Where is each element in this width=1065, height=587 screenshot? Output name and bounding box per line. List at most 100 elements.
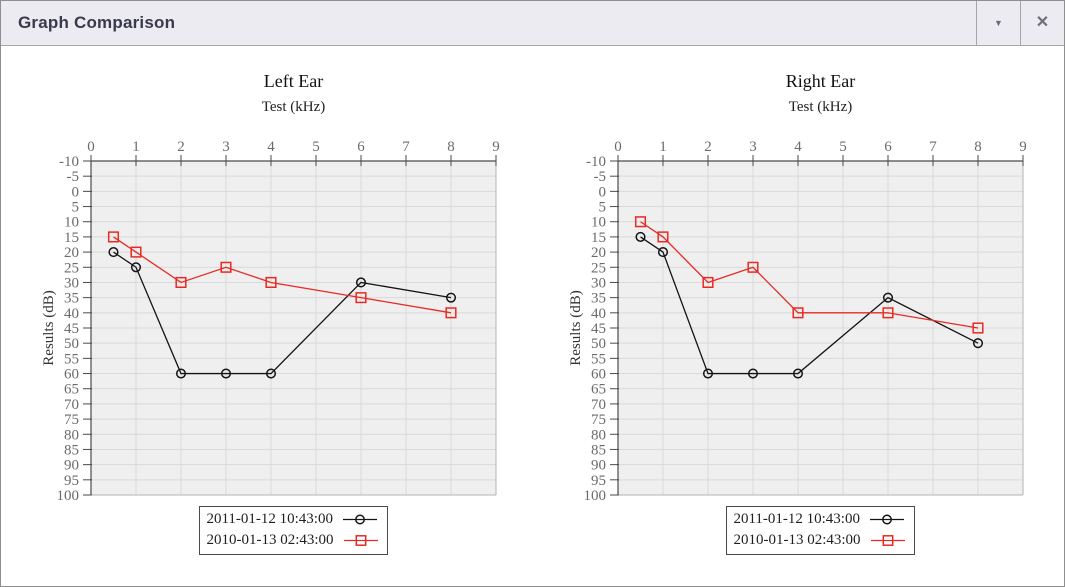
svg-text:0: 0 [87, 139, 95, 155]
svg-text:1: 1 [659, 139, 667, 155]
legend-label: 2010-01-13 02:43:00 [733, 532, 861, 548]
circle-marker-icon [342, 514, 377, 525]
svg-text:75: 75 [591, 412, 606, 428]
svg-text:Left Ear: Left Ear [264, 71, 323, 91]
svg-text:3: 3 [749, 139, 757, 155]
svg-text:100: 100 [584, 488, 607, 504]
svg-text:65: 65 [64, 382, 79, 398]
svg-text:4: 4 [794, 139, 802, 155]
svg-text:-5: -5 [67, 169, 80, 185]
svg-text:35: 35 [591, 291, 606, 307]
svg-text:60: 60 [64, 367, 79, 383]
svg-text:25: 25 [591, 260, 606, 276]
legend-label: 2010-01-13 02:43:00 [206, 532, 334, 548]
svg-text:80: 80 [591, 427, 606, 443]
svg-text:95: 95 [591, 473, 606, 489]
svg-text:2: 2 [177, 139, 185, 155]
svg-text:-10: -10 [586, 154, 606, 170]
right-ear-chart: 0 1 2 3 4 5 6 7 8 9-10-50510152025303540455055606… [568, 71, 1027, 504]
svg-text:Test (kHz): Test (kHz) [789, 99, 853, 115]
svg-text:8: 8 [974, 139, 982, 155]
right-ear-legend: 2011-01-12 10:43:00 2010-01-13 02:43:00 [726, 506, 915, 555]
svg-text:5: 5 [839, 139, 847, 155]
svg-text:Test (kHz): Test (kHz) [262, 99, 326, 115]
svg-text:4: 4 [267, 139, 275, 155]
svg-text:45: 45 [591, 321, 606, 337]
svg-text:65: 65 [591, 382, 606, 398]
svg-text:75: 75 [64, 412, 79, 428]
svg-text:Results (dB): Results (dB) [41, 290, 57, 365]
svg-text:70: 70 [591, 397, 606, 413]
svg-text:30: 30 [591, 275, 606, 291]
svg-text:55: 55 [591, 351, 606, 367]
svg-text:1: 1 [132, 139, 140, 155]
svg-text:5: 5 [312, 139, 320, 155]
svg-text:0: 0 [614, 139, 622, 155]
svg-text:Right Ear: Right Ear [786, 71, 856, 91]
svg-text:60: 60 [591, 367, 606, 383]
close-button[interactable]: ✕ [1020, 1, 1064, 45]
svg-text:80: 80 [64, 427, 79, 443]
legend-row: 2011-01-12 10:43:00 [733, 509, 905, 530]
svg-text:9: 9 [492, 139, 500, 155]
svg-text:20: 20 [64, 245, 79, 261]
svg-text:100: 100 [57, 488, 80, 504]
svg-text:7: 7 [402, 139, 410, 155]
svg-text:25: 25 [64, 260, 79, 276]
svg-text:85: 85 [64, 442, 79, 458]
svg-text:15: 15 [64, 230, 79, 246]
right-ear-chart-block: 0 1 2 3 4 5 6 7 8 9 -10 -5 0 5 10 15 20 25 30 35 40 45 50 55 60 6… [566, 59, 1064, 555]
svg-text:95: 95 [64, 473, 79, 489]
svg-text:55: 55 [64, 351, 79, 367]
svg-text:7: 7 [929, 139, 937, 155]
svg-text:70: 70 [64, 397, 79, 413]
svg-text:0: 0 [72, 184, 80, 200]
svg-text:35: 35 [64, 291, 79, 307]
close-icon: ✕ [1035, 14, 1050, 31]
window-title: Graph Comparison [18, 13, 176, 32]
legend-label: 2011-01-12 10:43:00 [733, 511, 860, 527]
svg-text:6: 6 [357, 139, 365, 155]
svg-text:10: 10 [64, 215, 79, 231]
svg-text:10: 10 [591, 215, 606, 231]
svg-text:5: 5 [72, 200, 80, 216]
svg-text:3: 3 [222, 139, 230, 155]
left-ear-chart-block: 0 1 2 3 4 5 6 7 8 9 -10 -5 0 5 10 15 20 25 30 35 40 45 50 55 60 6… [39, 59, 539, 555]
svg-text:6: 6 [884, 139, 892, 155]
left-ear-legend-wrap: 2011-01-12 10:43:00 2010-01-13 02:43:00 [91, 506, 496, 555]
svg-text:40: 40 [591, 306, 606, 322]
svg-text:45: 45 [64, 321, 79, 337]
svg-text:0: 0 [599, 184, 607, 200]
svg-text:2: 2 [704, 139, 712, 155]
svg-text:50: 50 [64, 336, 79, 352]
left-ear-legend: 2011-01-12 10:43:00 2010-01-13 02:43:00 [199, 506, 388, 555]
circle-marker-icon [869, 514, 904, 525]
svg-text:40: 40 [64, 306, 79, 322]
chevron-down-icon: ▼ [994, 17, 1003, 28]
charts-area: 0 1 2 3 4 5 6 7 8 9 -10 -5 0 5 10 15 20 25 30 35 40 45 50 55 60 6… [1, 46, 1064, 555]
svg-text:30: 30 [64, 275, 79, 291]
svg-text:Results (dB): Results (dB) [568, 290, 584, 365]
svg-text:9: 9 [1019, 139, 1027, 155]
svg-text:85: 85 [591, 442, 606, 458]
legend-row: 2011-01-12 10:43:00 [206, 509, 378, 530]
svg-text:5: 5 [599, 200, 607, 216]
titlebar: Graph Comparison ▼ ✕ [1, 1, 1064, 46]
svg-text:20: 20 [591, 245, 606, 261]
right-ear-legend-wrap: 2011-01-12 10:43:00 2010-01-13 02:43:00 [618, 506, 1023, 555]
svg-text:50: 50 [591, 336, 606, 352]
left-ear-chart: 0 1 2 3 4 5 6 7 8 9-10-50510152025303540455055606… [41, 71, 500, 504]
svg-text:-10: -10 [59, 154, 79, 170]
legend-label: 2011-01-12 10:43:00 [206, 511, 333, 527]
svg-text:90: 90 [591, 458, 606, 474]
collapse-button[interactable]: ▼ [976, 1, 1020, 45]
svg-text:90: 90 [64, 458, 79, 474]
svg-text:-5: -5 [594, 169, 607, 185]
legend-row: 2010-01-13 02:43:00 [733, 530, 905, 551]
svg-text:8: 8 [447, 139, 455, 155]
square-marker-icon [343, 535, 378, 546]
svg-text:15: 15 [591, 230, 606, 246]
legend-row: 2010-01-13 02:43:00 [206, 530, 378, 551]
square-marker-icon [870, 535, 905, 546]
